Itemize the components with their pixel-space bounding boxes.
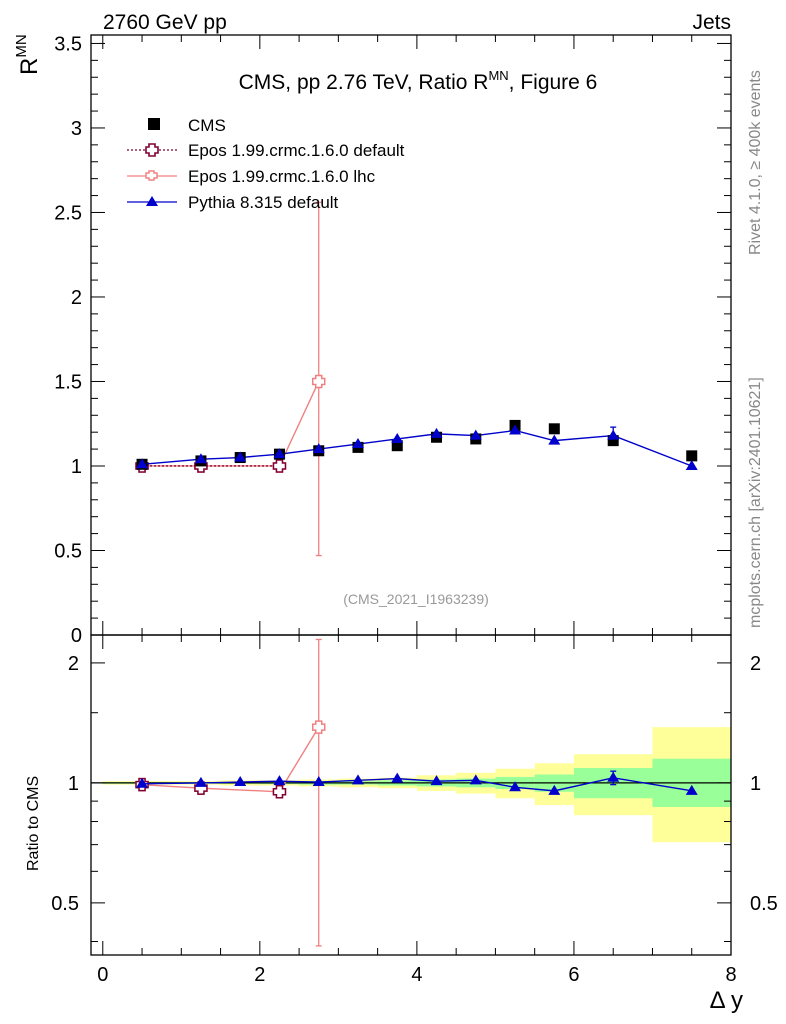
y-axis-title-main: R	[16, 58, 43, 75]
y-tick-label: 3.5	[54, 33, 82, 55]
ratio-y-tick-label: 1	[68, 773, 79, 795]
epos-default-point	[273, 460, 285, 472]
x-axis-title: Δ y	[710, 987, 743, 1014]
data-series	[91, 202, 731, 946]
ratio-y-tick-label-right: 2	[750, 653, 761, 675]
epos-lhc-point	[313, 375, 325, 387]
chart-title-main: CMS, pp 2.76 TeV, Ratio R	[239, 71, 489, 94]
cms-data-point	[686, 450, 697, 461]
legend-label-epos-default: Epos 1.99.crmc.1.6.0 default	[188, 141, 405, 160]
y-tick-label: 1.5	[54, 371, 82, 393]
chart-title-tail: , Figure 6	[509, 71, 598, 94]
epos-default-ratio-point	[273, 786, 285, 798]
header-process-label: Jets	[692, 11, 731, 34]
analysis-watermark: (CMS_2021_I1963239)	[343, 591, 489, 607]
ratio-y-tick-label: 0.5	[51, 893, 79, 915]
epos-lhc-line	[142, 381, 319, 466]
ratio-y-tick-label-right: 0.5	[750, 893, 778, 915]
legend: CMS Epos 1.99.crmc.1.6.0 default Epos 1.…	[127, 116, 405, 212]
main-plot-frame	[91, 35, 731, 635]
x-tick-label: 2	[254, 964, 265, 986]
pythia-point	[607, 430, 619, 440]
ratio-y-tick-label: 2	[68, 653, 79, 675]
chart-title: CMS, pp 2.76 TeV, Ratio RMN, Figure 6	[239, 68, 598, 94]
x-tick-label: 0	[97, 964, 108, 986]
plot-canvas: 2760 GeV pp Jets Rivet 4.1.0, ≥ 400k eve…	[0, 0, 786, 1024]
legend-label-epos-lhc: Epos 1.99.crmc.1.6.0 lhc	[188, 167, 376, 186]
ratio-y-axis-title: Ratio to CMS	[25, 776, 42, 871]
header-energy-label: 2760 GeV pp	[103, 11, 227, 34]
legend-marker-epos-lhc	[146, 171, 157, 180]
rivet-version-label: Rivet 4.1.0, ≥ 400k events	[747, 70, 764, 255]
y-tick-label: 1	[71, 456, 82, 478]
x-tick-label: 6	[568, 964, 579, 986]
y-tick-label: 0	[71, 625, 82, 647]
x-tick-label: 4	[411, 964, 422, 986]
mcplots-source-label: mcplots.cern.ch [arXiv:2401.10621]	[747, 377, 764, 628]
legend-label-pythia: Pythia 8.315 default	[188, 193, 339, 212]
y-tick-label: 3	[71, 118, 82, 140]
chart-title-superscript: MN	[488, 68, 508, 83]
y-axis-title: RMN	[13, 34, 43, 75]
ratio-y-tick-label-right: 1	[750, 773, 761, 795]
y-tick-label: 2	[71, 287, 82, 309]
legend-marker-cms	[148, 118, 160, 130]
pythia-ratio-point	[273, 775, 285, 785]
svg-text:RMN: RMN	[13, 34, 43, 75]
y-tick-label: 2.5	[54, 202, 82, 224]
y-axis-title-superscript: MN	[13, 34, 30, 57]
cms-data-point	[549, 423, 560, 434]
epos-lhc-ratio-point	[313, 721, 325, 733]
legend-label-cms: CMS	[188, 116, 226, 135]
pythia-ratio-point	[391, 773, 403, 783]
y-tick-label: 0.5	[54, 540, 82, 562]
x-tick-label: 8	[725, 964, 736, 986]
legend-marker-epos-default	[146, 144, 158, 156]
legend-marker-pythia	[146, 196, 158, 206]
